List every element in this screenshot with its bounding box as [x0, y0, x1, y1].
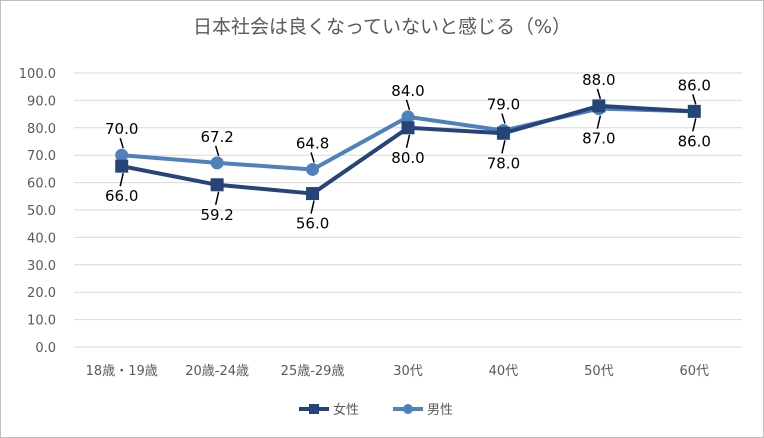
data-point-male: [210, 156, 224, 170]
x-tick-label: 25歳-29歳: [281, 364, 345, 379]
y-tick-label: 10.0: [27, 314, 56, 329]
label-leader-line: [596, 115, 602, 129]
y-tick-label: 50.0: [27, 204, 56, 219]
label-leader-lines: [119, 88, 697, 214]
label-leader-line: [119, 137, 124, 149]
label-leader-line: [596, 88, 602, 100]
data-label-female: 59.2: [200, 206, 233, 224]
gridlines: [74, 72, 742, 348]
data-label-female: 86.0: [678, 132, 711, 150]
data-label-male: 87.0: [582, 130, 615, 148]
data-label-male: 70.0: [105, 120, 138, 138]
y-tick-label: 40.0: [27, 231, 56, 246]
y-tick-label: 30.0: [27, 259, 56, 274]
data-point-female: [687, 104, 701, 118]
label-leader-line: [501, 113, 506, 124]
legend-label-male: 男性: [427, 403, 453, 418]
legend-marker-circle: [403, 404, 413, 414]
label-leader-line: [405, 99, 411, 111]
data-point-female: [210, 178, 224, 192]
data-point-male: [306, 162, 320, 176]
data-point-female: [496, 126, 510, 140]
legend-marker-square: [309, 404, 319, 414]
y-axis: 0.0 10.0 20.0 30.0 40.0 50.0 60.0 70.0 80.0 90.0 1…: [19, 67, 56, 356]
y-tick-label: 80.0: [27, 122, 56, 137]
data-point-female: [306, 187, 320, 201]
data-label-male: 79.0: [487, 96, 520, 114]
x-tick-label: 40代: [489, 364, 519, 379]
y-tick-label: 90.0: [27, 94, 56, 109]
x-tick-label: 20歳-24歳: [185, 364, 249, 379]
x-tick-label: 60代: [680, 364, 710, 379]
data-point-female: [115, 159, 129, 173]
x-axis: 18歳・19歳 20歳-24歳 25歳-29歳 30代 40代 50代 60代: [86, 364, 709, 379]
data-point-male: [115, 148, 129, 162]
data-point-female: [592, 99, 606, 113]
y-tick-label: 70.0: [27, 149, 56, 164]
data-label-female: 80.0: [391, 149, 424, 167]
legend: 女性 男性: [299, 402, 453, 418]
data-label-male: 64.8: [296, 134, 329, 152]
data-label-female: 88.0: [582, 71, 615, 89]
label-leader-line: [214, 191, 220, 205]
chart-title: 日本社会は良くなっていないと感じる（%）: [192, 16, 572, 38]
label-leader-line: [501, 140, 506, 154]
legend-label-female: 女性: [333, 402, 359, 418]
x-tick-label: 30代: [393, 364, 423, 379]
y-tick-label: 0.0: [35, 341, 56, 356]
label-leader-line: [692, 94, 697, 105]
data-label-female: 66.0: [105, 187, 138, 205]
data-label-female: 78.0: [487, 154, 520, 172]
y-tick-label: 20.0: [27, 286, 56, 301]
y-tick-label: 60.0: [27, 177, 56, 192]
label-leader-line: [405, 134, 411, 148]
data-label-female: 56.0: [296, 215, 329, 233]
data-point-female: [401, 121, 415, 135]
label-leader-line: [310, 200, 315, 214]
x-tick-label: 50代: [584, 364, 614, 379]
label-leader-line: [119, 172, 124, 187]
data-label-male: 84.0: [391, 82, 424, 100]
label-leader-line: [310, 152, 315, 163]
label-leader-line: [692, 118, 697, 132]
data-point-male: [401, 110, 415, 124]
data-label-male: 86.0: [678, 76, 711, 94]
data-labels: 66.0 70.0 59.2 67.2 56.0 64.8 80.0 84.0 78.0 79.0…: [105, 71, 711, 233]
data-label-male: 67.2: [200, 128, 233, 146]
x-tick-label: 18歳・19歳: [86, 364, 158, 379]
y-tick-label: 100.0: [19, 67, 56, 82]
series-group: [115, 99, 701, 201]
label-leader-line: [214, 145, 220, 157]
